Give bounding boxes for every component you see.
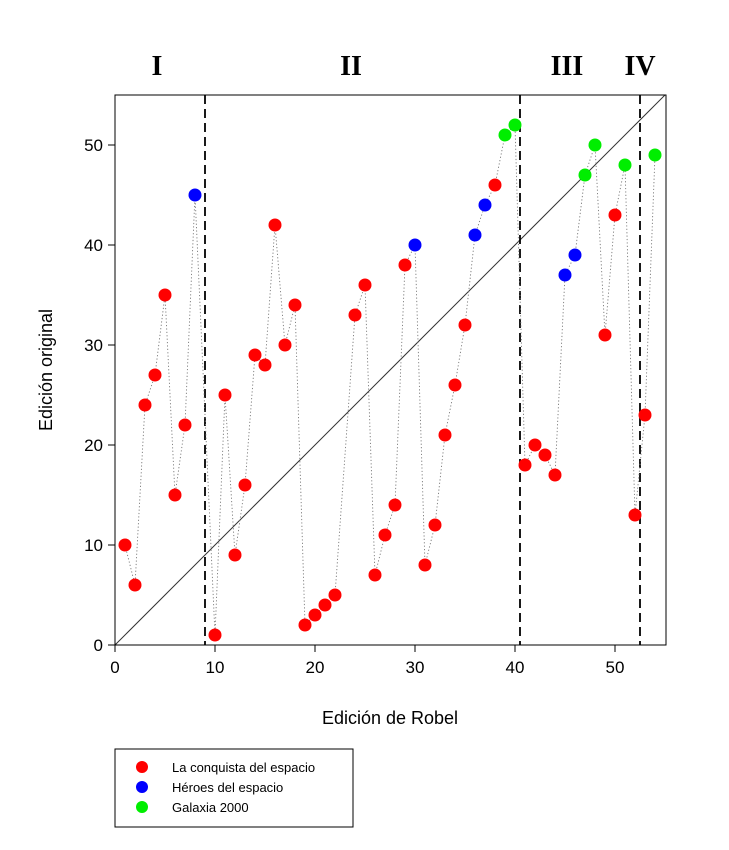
data-point [508,118,522,132]
data-point [568,248,582,262]
data-point [148,368,162,382]
x-axis-title: Edición de Robel [322,708,458,728]
data-point [618,158,632,172]
data-point [448,378,462,392]
data-point [348,308,362,322]
data-point [468,228,482,242]
data-point [638,408,652,422]
y-tick-label: 0 [94,636,103,655]
x-tick-label: 50 [606,658,625,677]
data-point [418,558,432,572]
legend-marker [136,781,148,793]
data-point [398,258,412,272]
y-tick-label: 20 [84,436,103,455]
data-point [138,398,152,412]
section-label-2: II [340,51,362,82]
data-point [368,568,382,582]
legend-entry: Galaxia 2000 [172,800,249,815]
data-point [218,388,232,402]
data-point [458,318,472,332]
plot-inner [115,95,666,645]
data-point [298,618,312,632]
legend-entry: La conquista del espacio [172,760,315,775]
legend-box [114,748,354,828]
data-point [128,578,142,592]
x-tick-label: 40 [506,658,525,677]
legend-marker [136,761,148,773]
data-point [248,348,262,362]
legend-entry: Héroes del espacio [172,780,283,795]
y-axis-title: Edición original [36,309,56,431]
data-point [158,288,172,302]
series-1 [118,178,652,642]
x-tick-label: 0 [110,658,119,677]
data-point [438,428,452,442]
data-point [528,438,542,452]
data-point [428,518,442,532]
data-point [268,218,282,232]
data-point [548,468,562,482]
x-tick-label: 10 [206,658,225,677]
legend: La conquista del espacio Héroes del espac… [114,748,354,828]
data-point [308,608,322,622]
plot-frame [114,94,667,646]
x-tick-label: 30 [406,658,425,677]
data-point [518,458,532,472]
data-point [328,588,342,602]
data-point [498,128,512,142]
y-tick-label: 50 [84,136,103,155]
data-point [188,188,202,202]
series-2 [188,188,582,282]
data-point [598,328,612,342]
data-point [628,508,642,522]
data-point [278,338,292,352]
data-point [178,418,192,432]
reference-line [115,95,666,645]
data-point [388,498,402,512]
data-point [408,238,422,252]
section-label-1: I [152,51,163,82]
series-3 [498,118,662,182]
data-point [168,488,182,502]
plot-area [115,95,666,645]
data-point [488,178,502,192]
data-point [478,198,492,212]
data-point [538,448,552,462]
x-tick-label: 20 [306,658,325,677]
legend-marker [136,801,148,813]
data-point [238,478,252,492]
section-label-3: III [551,51,584,82]
data-point [258,358,272,372]
data-point [358,278,372,292]
data-point [588,138,602,152]
data-point [318,598,332,612]
axes: 0 10 20 30 40 50 0 10 20 30 40 50 [84,94,667,677]
data-point [648,148,662,162]
data-point [378,528,392,542]
section-label-4: IV [624,51,655,82]
y-tick-label: 30 [84,336,103,355]
data-point [208,628,222,642]
y-tick-label: 40 [84,236,103,255]
data-point [288,298,302,312]
data-point [558,268,572,282]
data-point [228,548,242,562]
data-point [118,538,132,552]
section-labels: I II III IV [152,51,656,82]
data-point [578,168,592,182]
data-point [608,208,622,222]
y-tick-label: 10 [84,536,103,555]
